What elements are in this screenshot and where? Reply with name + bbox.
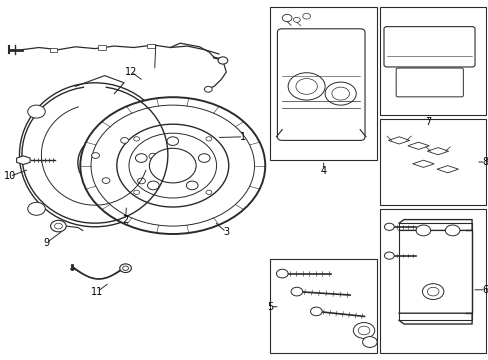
Circle shape bbox=[166, 137, 178, 145]
Circle shape bbox=[302, 13, 310, 19]
Circle shape bbox=[133, 137, 139, 141]
Circle shape bbox=[149, 148, 196, 183]
Text: 9: 9 bbox=[43, 238, 49, 248]
Circle shape bbox=[295, 78, 317, 94]
Bar bbox=[379, 119, 485, 205]
Bar bbox=[269, 7, 376, 160]
Circle shape bbox=[445, 225, 459, 236]
Circle shape bbox=[129, 133, 216, 198]
Text: 4: 4 bbox=[320, 166, 326, 176]
Bar bbox=[269, 259, 376, 353]
Polygon shape bbox=[412, 160, 433, 167]
Circle shape bbox=[204, 86, 212, 92]
Bar bbox=[50, 48, 57, 52]
Circle shape bbox=[205, 190, 211, 194]
Circle shape bbox=[91, 105, 254, 226]
Text: 5: 5 bbox=[266, 302, 273, 312]
Bar bbox=[98, 45, 106, 50]
Circle shape bbox=[218, 57, 227, 64]
Circle shape bbox=[287, 73, 325, 100]
Circle shape bbox=[427, 287, 438, 296]
Circle shape bbox=[198, 154, 210, 162]
Circle shape bbox=[121, 138, 128, 143]
Circle shape bbox=[109, 152, 139, 174]
Circle shape bbox=[276, 269, 287, 278]
Polygon shape bbox=[427, 148, 448, 155]
Circle shape bbox=[325, 82, 356, 105]
Bar bbox=[398, 223, 471, 320]
Circle shape bbox=[353, 323, 374, 338]
Circle shape bbox=[362, 337, 376, 347]
Circle shape bbox=[205, 137, 211, 141]
Bar bbox=[147, 44, 155, 48]
Polygon shape bbox=[436, 166, 458, 173]
FancyBboxPatch shape bbox=[395, 68, 463, 97]
Circle shape bbox=[331, 87, 349, 100]
Circle shape bbox=[28, 105, 45, 118]
Text: 1: 1 bbox=[240, 132, 246, 142]
Polygon shape bbox=[387, 137, 409, 144]
Circle shape bbox=[186, 181, 198, 190]
Circle shape bbox=[422, 284, 443, 300]
Circle shape bbox=[117, 124, 228, 207]
Circle shape bbox=[293, 17, 300, 22]
Circle shape bbox=[358, 326, 369, 335]
Circle shape bbox=[282, 14, 291, 22]
Ellipse shape bbox=[20, 83, 170, 227]
Text: 12: 12 bbox=[125, 67, 137, 77]
Text: 8: 8 bbox=[482, 157, 488, 167]
Polygon shape bbox=[407, 142, 428, 149]
Polygon shape bbox=[17, 156, 30, 165]
Text: 11: 11 bbox=[91, 287, 103, 297]
Text: 3: 3 bbox=[223, 227, 229, 237]
Circle shape bbox=[78, 129, 170, 197]
Circle shape bbox=[120, 264, 131, 273]
Circle shape bbox=[100, 145, 148, 181]
Circle shape bbox=[149, 153, 157, 159]
Text: 7: 7 bbox=[424, 117, 430, 127]
Circle shape bbox=[91, 153, 99, 158]
Circle shape bbox=[133, 190, 139, 194]
Circle shape bbox=[415, 225, 430, 236]
FancyBboxPatch shape bbox=[383, 27, 474, 67]
Circle shape bbox=[135, 154, 147, 162]
FancyBboxPatch shape bbox=[277, 29, 364, 140]
Circle shape bbox=[51, 220, 66, 232]
Circle shape bbox=[147, 181, 159, 190]
Text: 10: 10 bbox=[3, 171, 16, 181]
Circle shape bbox=[384, 252, 393, 259]
Circle shape bbox=[80, 97, 264, 234]
Circle shape bbox=[384, 223, 393, 230]
Circle shape bbox=[54, 223, 62, 229]
Circle shape bbox=[87, 136, 160, 190]
Circle shape bbox=[28, 202, 45, 215]
Circle shape bbox=[290, 287, 302, 296]
Circle shape bbox=[310, 307, 322, 316]
Circle shape bbox=[122, 266, 128, 270]
Bar bbox=[379, 7, 485, 115]
Bar bbox=[379, 209, 485, 353]
Circle shape bbox=[102, 178, 110, 184]
Text: 6: 6 bbox=[482, 285, 488, 295]
Circle shape bbox=[137, 178, 145, 184]
Text: 2: 2 bbox=[122, 215, 128, 225]
